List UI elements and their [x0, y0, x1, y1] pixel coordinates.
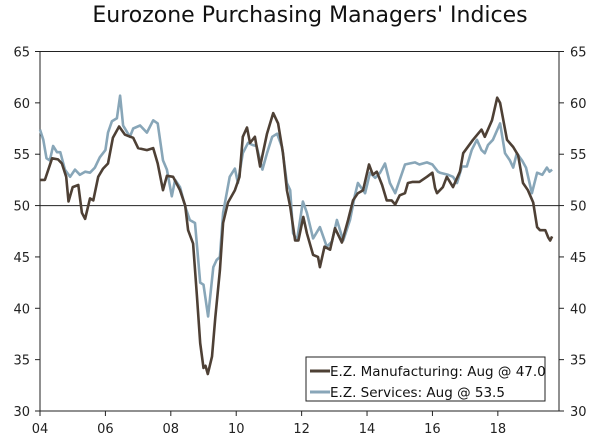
- x-tick-label: 08: [163, 422, 180, 437]
- y-tick-label-right: 35: [570, 354, 587, 369]
- y-tick-label-right: 50: [570, 200, 587, 215]
- y-tick-label-left: 55: [13, 148, 30, 163]
- y-tick-label-right: 45: [570, 251, 587, 266]
- x-tick-label: 10: [228, 422, 245, 437]
- x-tick-label: 04: [32, 422, 49, 437]
- legend: E.Z. Manufacturing: Aug @ 47.0 E.Z. Serv…: [305, 356, 546, 402]
- y-tick-label-left: 35: [13, 354, 30, 369]
- series-lines: [38, 94, 554, 376]
- y-tick-label-left: 65: [13, 46, 30, 61]
- x-tick-label: 12: [293, 422, 310, 437]
- y-tick-label-right: 40: [570, 302, 587, 317]
- axes: 30 30 35 35 40 40 45 45 50 50 55 55 60 60 65 65 04 06 08 10…: [13, 46, 586, 438]
- y-tick-label-right: 30: [570, 405, 587, 420]
- x-tick-label: 14: [359, 422, 376, 437]
- legend-label-services: E.Z. Services: Aug @ 53.5: [330, 385, 505, 401]
- y-tick-label-left: 40: [13, 302, 30, 317]
- chart-title: Eurozone Purchasing Managers' Indices: [92, 3, 528, 28]
- y-tick-label-right: 55: [570, 148, 587, 163]
- x-tick-label: 06: [97, 422, 114, 437]
- y-tick-label-left: 50: [13, 200, 30, 215]
- y-tick-label-left: 60: [13, 97, 30, 112]
- y-tick-label-left: 30: [13, 405, 30, 420]
- legend-box: [305, 356, 546, 402]
- y-tick-label-right: 60: [570, 97, 587, 112]
- series-line-manufacturing: [40, 96, 554, 376]
- plot-frame: [39, 51, 560, 412]
- x-tick-label: 16: [424, 422, 441, 437]
- y-tick-label-right: 65: [570, 46, 587, 61]
- y-tick-label-left: 45: [13, 251, 30, 266]
- x-tick-label: 18: [490, 422, 507, 437]
- legend-label-manufacturing: E.Z. Manufacturing: Aug @ 47.0: [330, 364, 546, 380]
